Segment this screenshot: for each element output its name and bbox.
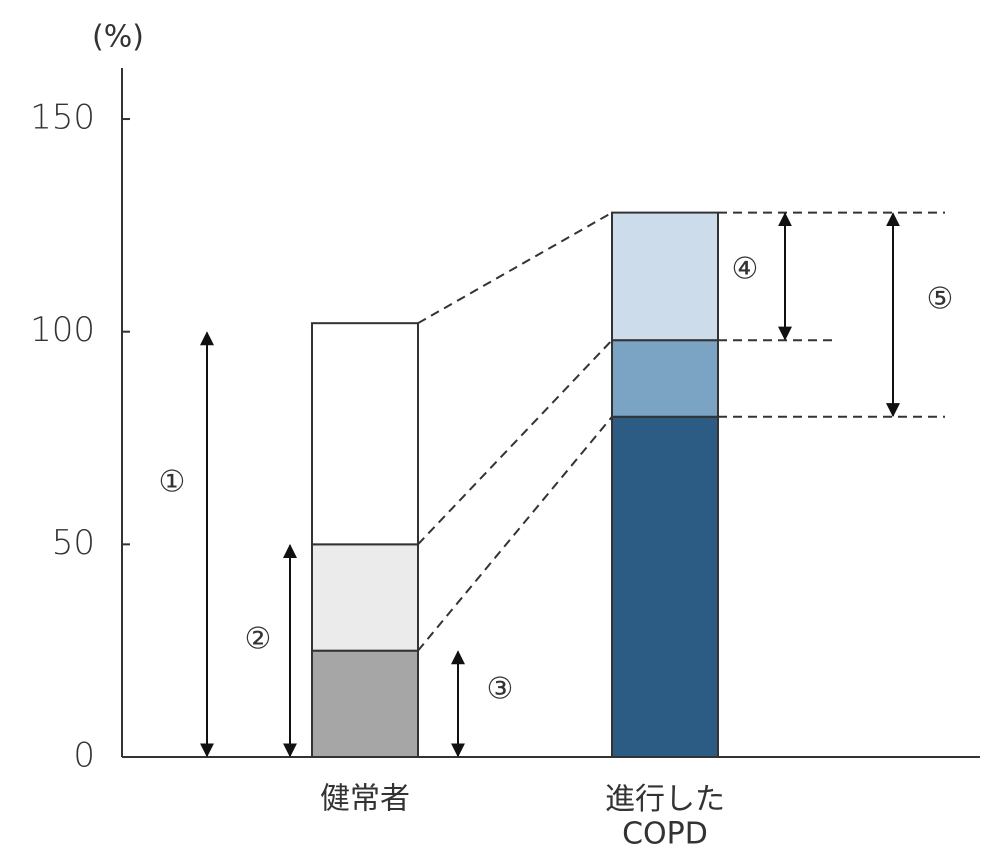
annotation-label: ④ — [732, 252, 759, 287]
connector — [417, 339, 613, 546]
connector — [417, 416, 613, 652]
annotation-label: ③ — [487, 672, 514, 707]
annotation-label: ⑤ — [927, 282, 954, 317]
y-tick-label: 50 — [52, 523, 95, 563]
y-axis-label: (%) — [92, 20, 144, 55]
bar-segment — [611, 339, 719, 418]
bar-segment — [611, 211, 719, 342]
x-tick-label: 進行した COPD — [605, 782, 725, 852]
y-tick-label: 150 — [30, 98, 95, 138]
annotation-label: ② — [245, 622, 272, 657]
annotation-label: ① — [159, 465, 186, 500]
bar-segment — [611, 415, 719, 758]
x-tick-label: 健常者 — [320, 782, 410, 817]
y-tick-label: 0 — [73, 736, 95, 776]
bar-segment — [311, 322, 419, 546]
connector — [417, 211, 613, 325]
bar-segment — [311, 543, 419, 652]
bar-segment — [311, 649, 419, 759]
y-tick-label: 100 — [30, 310, 95, 350]
